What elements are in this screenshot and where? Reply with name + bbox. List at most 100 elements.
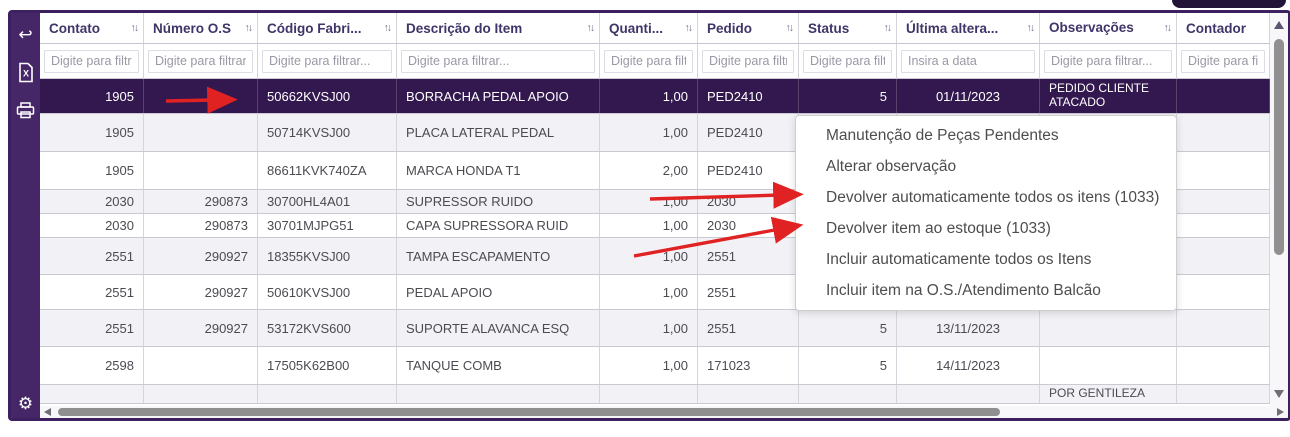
- cell-pedido: 2030: [698, 214, 799, 237]
- topright-cutoff-button[interactable]: [1172, 0, 1286, 8]
- sort-icon[interactable]: ↑↓: [883, 22, 892, 34]
- filter-input-contato[interactable]: [44, 49, 139, 73]
- cell-observacoes: [1040, 310, 1177, 346]
- filter-input-descricao[interactable]: [401, 49, 595, 73]
- cell-contato: 2551: [40, 238, 144, 274]
- cell-contador: [1177, 238, 1270, 274]
- horizontal-scrollbar[interactable]: [40, 406, 1288, 418]
- filter-input-status[interactable]: [803, 49, 892, 73]
- vertical-scroll-thumb[interactable]: [1274, 39, 1284, 255]
- cell-numero-os: [144, 385, 258, 403]
- cell-contato: [40, 385, 144, 403]
- back-icon[interactable]: ↩: [18, 24, 33, 44]
- filter-cell: [698, 44, 799, 78]
- scroll-up-icon[interactable]: [1274, 21, 1284, 29]
- cell-status: 5: [799, 310, 897, 346]
- cell-descricao: TANQUE COMB: [397, 347, 600, 384]
- table-filter-row: [40, 44, 1270, 79]
- cell-status: 5: [799, 347, 897, 384]
- cell-numero-os: 290927: [144, 238, 258, 274]
- vertical-scrollbar[interactable]: [1270, 13, 1288, 406]
- cell-pedido: 2551: [698, 275, 799, 309]
- context-menu-item-label: Incluir automaticamente todos os Itens: [826, 250, 1092, 268]
- cell-numero-os: 290927: [144, 310, 258, 346]
- column-header-contador[interactable]: Contador: [1177, 13, 1270, 43]
- filter-input-codigo-fabricante[interactable]: [262, 49, 392, 73]
- context-menu-item[interactable]: Manutenção de Peças Pendentes: [796, 120, 1176, 151]
- settings-gear-icon[interactable]: ⚙: [17, 394, 34, 413]
- context-menu-item[interactable]: Devolver automaticamente todos os itens …: [796, 182, 1176, 213]
- column-header-pedido[interactable]: Pedido ↑↓: [698, 13, 799, 43]
- context-menu-item-label: Incluir item na O.S./Atendimento Balcão: [826, 281, 1101, 299]
- filter-input-pedido[interactable]: [702, 49, 794, 73]
- cell-codigo-fabricante: 17505K62B00: [258, 347, 397, 384]
- filter-cell: [397, 44, 600, 78]
- filter-cell: [1040, 44, 1177, 78]
- column-header-codigo-fabricante[interactable]: Código Fabri... ↑↓: [258, 13, 397, 43]
- filter-cell: [600, 44, 698, 78]
- context-menu-item[interactable]: Incluir automaticamente todos os Itens: [796, 244, 1176, 275]
- grid-toolbar: ↩ X ⚙: [11, 13, 40, 418]
- table-row[interactable]: 2598 17505K62B00 TANQUE COMB 1,00 171023…: [40, 347, 1270, 385]
- scroll-down-icon[interactable]: [1274, 390, 1284, 398]
- cell-quantidade: 2,00: [600, 152, 698, 189]
- table-row[interactable]: POR GENTILEZA: [40, 385, 1270, 404]
- cell-pedido: [698, 385, 799, 403]
- sort-icon[interactable]: ↑↓: [684, 22, 693, 34]
- cell-ultima-alteracao: 14/11/2023: [897, 347, 1040, 384]
- cell-observacoes: [1040, 347, 1177, 384]
- cell-quantidade: 1,00: [600, 238, 698, 274]
- cell-contato: 2030: [40, 190, 144, 213]
- sort-icon[interactable]: ↑↓: [383, 22, 392, 34]
- sort-icon[interactable]: ↑↓: [785, 22, 794, 34]
- cell-contador: [1177, 114, 1270, 151]
- scroll-right-icon[interactable]: [1277, 408, 1284, 416]
- context-menu-item-label: Manutenção de Peças Pendentes: [826, 126, 1059, 144]
- cell-contato: 2598: [40, 347, 144, 384]
- filter-input-contador[interactable]: [1181, 49, 1265, 73]
- column-header-descricao[interactable]: Descrição do Item ↑↓: [397, 13, 600, 43]
- filter-input-quantidade[interactable]: [604, 49, 693, 73]
- column-header-ultima-alteracao[interactable]: Última altera... ↑↓: [897, 13, 1040, 43]
- cell-contador: [1177, 275, 1270, 309]
- column-header-observacoes[interactable]: Observações ↑↓: [1040, 13, 1177, 43]
- cell-quantidade: 1,00: [600, 114, 698, 151]
- table-row[interactable]: 2551 290927 53172KVS600 SUPORTE ALAVANCA…: [40, 310, 1270, 347]
- horizontal-scroll-thumb[interactable]: [58, 408, 1000, 416]
- sort-icon[interactable]: ↑↓: [1163, 21, 1172, 34]
- sort-icon[interactable]: ↑↓: [130, 22, 139, 34]
- scroll-left-icon[interactable]: [44, 408, 51, 416]
- context-menu-item-label: Devolver automaticamente todos os itens …: [826, 188, 1160, 206]
- sort-icon[interactable]: ↑↓: [586, 22, 595, 34]
- cell-ultima-alteracao: 13/11/2023: [897, 310, 1040, 346]
- context-menu-item[interactable]: Alterar observação: [796, 151, 1176, 182]
- context-menu-item[interactable]: Incluir item na O.S./Atendimento Balcão: [796, 275, 1176, 306]
- cell-descricao: CAPA SUPRESSORA RUID: [397, 214, 600, 237]
- cell-contato: 1905: [40, 79, 144, 113]
- cell-descricao: SUPRESSOR RUIDO: [397, 190, 600, 213]
- cell-contato: 1905: [40, 152, 144, 189]
- cell-contador: [1177, 347, 1270, 384]
- table-row[interactable]: 1905 50662KVSJ00 BORRACHA PEDAL APOIO 1,…: [40, 79, 1270, 114]
- cell-pedido: 2551: [698, 310, 799, 346]
- cell-codigo-fabricante: 30701MJPG51: [258, 214, 397, 237]
- sort-icon[interactable]: ↑↓: [244, 22, 253, 34]
- cell-contato: 2551: [40, 275, 144, 309]
- print-icon[interactable]: [15, 97, 37, 123]
- cell-descricao: PLACA LATERAL PEDAL: [397, 114, 600, 151]
- cell-codigo-fabricante: [258, 385, 397, 403]
- cell-codigo-fabricante: 30700HL4A01: [258, 190, 397, 213]
- cell-codigo-fabricante: 50662KVSJ00: [258, 79, 397, 113]
- column-header-status[interactable]: Status ↑↓: [799, 13, 897, 43]
- cell-contato: 2030: [40, 214, 144, 237]
- filter-input-numero-os[interactable]: [148, 49, 253, 73]
- excel-export-icon[interactable]: X: [15, 59, 37, 85]
- column-header-numero-os[interactable]: Número O.S ↑↓: [144, 13, 258, 43]
- filter-input-observacoes[interactable]: [1044, 49, 1172, 73]
- sort-icon[interactable]: ↑↓: [1026, 22, 1035, 34]
- column-header-quantidade[interactable]: Quanti... ↑↓: [600, 13, 698, 43]
- filter-input-ultima-alteracao[interactable]: [901, 49, 1035, 73]
- column-header-contato[interactable]: Contato ↑↓: [40, 13, 144, 43]
- context-menu-item[interactable]: Devolver item ao estoque (1033): [796, 213, 1176, 244]
- cell-numero-os: [144, 152, 258, 189]
